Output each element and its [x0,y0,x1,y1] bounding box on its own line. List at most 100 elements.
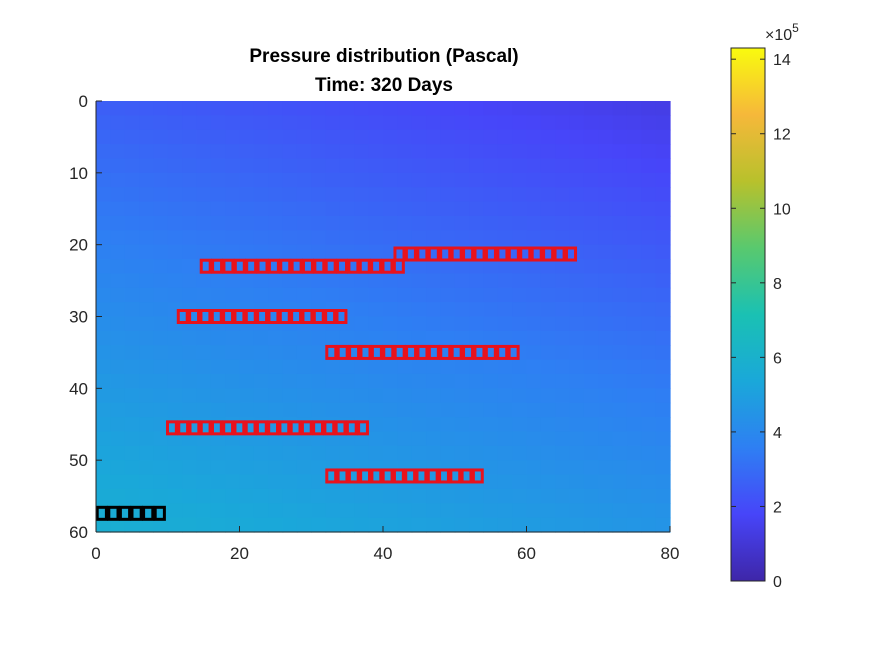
field-cell [196,215,212,231]
field-cell [540,445,556,461]
field-cell [569,359,585,375]
field-cell [253,273,269,289]
field-cell [124,359,140,375]
field-cell [454,101,470,116]
field-cell [612,172,628,188]
field-cell [282,330,298,346]
field-cell [354,215,370,231]
field-cell [110,445,126,461]
field-cell [569,474,585,490]
field-cell [296,460,312,476]
field-cell [383,201,398,217]
field-cell [497,129,513,145]
field-cell [124,474,140,490]
field-cell [368,517,384,533]
field-cell [210,517,226,533]
field-cell [569,431,585,447]
field-cell [626,302,642,318]
field-cell [555,287,571,303]
field-cell [526,345,542,361]
field-cell [296,129,312,145]
field-cell [96,431,111,447]
field-cell [540,460,556,476]
field-cell [167,187,183,203]
field-cell [311,230,327,246]
field-cell [383,373,398,389]
field-cell [598,158,614,174]
field-cell [526,503,542,519]
field-cell [426,517,441,533]
field-cell [454,273,470,289]
field-cell [210,230,226,246]
field-cell [96,187,111,203]
field-cell [641,474,657,490]
field-cell [124,172,140,188]
field-cell [583,488,599,504]
field-cell [139,187,154,203]
field-cell [454,417,470,433]
field-cell [583,460,599,476]
field-cell [354,144,370,160]
field-cell [196,503,212,519]
field-cell [612,445,628,461]
field-cell [339,215,355,231]
field-cell [555,273,571,289]
field-cell [296,330,312,346]
field-cell [239,488,255,504]
field-cell [526,144,542,160]
well-cell [439,344,452,360]
field-cell [325,445,341,461]
well-cell [359,344,372,360]
y-tick-label: 30 [69,308,88,327]
field-cell [383,144,398,160]
field-cell [526,302,542,318]
field-cell [268,187,284,203]
field-cell [225,402,241,418]
field-cell [153,158,169,174]
field-cell [483,417,499,433]
field-cell [655,517,671,533]
field-cell [182,129,198,145]
field-cell [641,259,657,274]
field-cell [153,215,169,231]
field-cell [540,503,556,519]
field-cell [598,503,614,519]
field-cell [153,359,169,375]
field-cell [540,345,556,361]
field-cell [325,101,341,116]
field-cell [655,144,671,160]
field-cell [397,230,413,246]
field-cell [411,215,427,231]
field-cell [397,373,413,389]
field-cell [469,359,485,375]
field-cell [454,431,470,447]
well-cell [244,309,257,324]
field-cell [454,158,470,174]
field-cell [225,474,241,490]
field-cell [469,259,485,274]
field-cell [182,402,198,418]
field-cell [411,503,427,519]
field-cell [540,517,556,533]
field-cell [497,273,513,289]
field-cell [124,388,140,404]
field-cell [483,517,499,533]
field-cell [368,144,384,160]
field-cell [497,215,513,231]
field-cell [110,488,126,504]
field-cell [139,144,154,160]
field-cell [483,273,499,289]
field-cell [512,230,528,246]
well-cell [462,246,475,262]
field-cell [612,373,628,389]
field-cell [555,187,571,203]
field-cell [612,101,628,116]
field-cell [124,144,140,160]
field-cell [512,302,528,318]
field-cell [124,215,140,231]
field-cell [225,488,241,504]
field-cell [210,460,226,476]
field-cell [598,460,614,476]
field-cell [296,230,312,246]
field-cell [368,273,384,289]
